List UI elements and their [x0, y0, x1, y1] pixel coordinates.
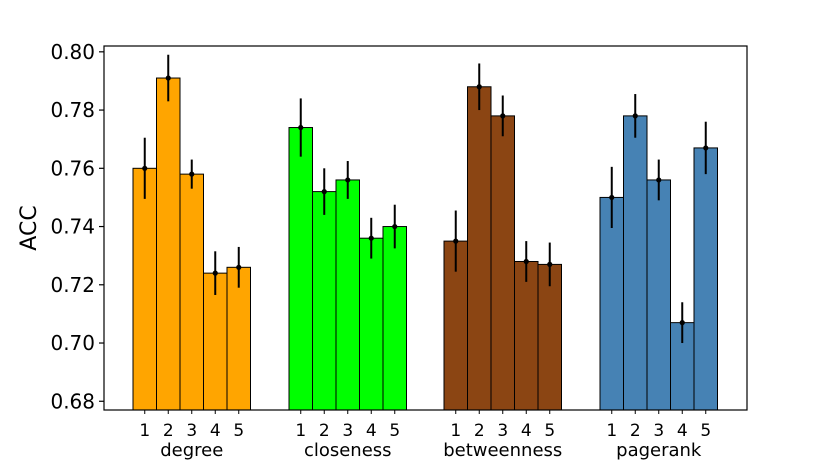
- x-tick-label: 2: [630, 421, 641, 441]
- mean-point-betweenness-5: [547, 261, 553, 267]
- bar-closeness-2: [312, 191, 337, 411]
- mean-point-closeness-4: [368, 235, 374, 241]
- mean-point-degree-1: [142, 165, 148, 171]
- mean-point-degree-5: [236, 264, 242, 270]
- group-label-degree: degree: [160, 440, 223, 461]
- y-tick-label: 0.78: [50, 98, 95, 122]
- x-tick-label: 2: [319, 421, 330, 441]
- x-tick-label: 1: [295, 421, 306, 441]
- bar-group-betweenness: [443, 63, 562, 411]
- y-tick-label: 0.70: [50, 331, 95, 355]
- x-tick-label: 5: [544, 421, 555, 441]
- bar-closeness-4: [359, 237, 384, 411]
- mean-point-closeness-2: [321, 189, 327, 195]
- x-tick-label: 4: [210, 421, 221, 441]
- x-tick-label: 2: [474, 421, 485, 441]
- bar-closeness-3: [335, 179, 360, 411]
- mean-point-closeness-3: [345, 177, 351, 183]
- y-tick-label: 0.72: [50, 273, 95, 297]
- mean-point-degree-2: [165, 75, 171, 81]
- mean-point-pagerank-3: [656, 177, 662, 183]
- y-tick-label: 0.80: [50, 40, 95, 64]
- bar-degree-2: [156, 77, 181, 411]
- mean-point-degree-3: [189, 171, 195, 177]
- bar-pagerank-2: [623, 115, 648, 411]
- y-axis: 0.68 0.70 0.72 0.74 0.76 0.78 0.80: [50, 40, 104, 413]
- group-label-betweenness: betweenness: [443, 440, 562, 461]
- y-tick-label: 0.68: [50, 389, 95, 413]
- x-tick-label: 3: [497, 421, 508, 441]
- x-tick-label: 1: [450, 421, 461, 441]
- mean-point-degree-4: [212, 270, 218, 276]
- bar-betweenness-4: [514, 260, 539, 411]
- mean-point-betweenness-3: [500, 113, 506, 119]
- bar-betweenness-2: [467, 86, 492, 411]
- group-label-closeness: closeness: [304, 440, 392, 461]
- mean-point-pagerank-5: [703, 145, 709, 151]
- x-tick-label: 1: [606, 421, 617, 441]
- x-tick-label: 1: [139, 421, 150, 441]
- bar-closeness-5: [382, 226, 407, 411]
- bar-group-pagerank: [599, 94, 718, 411]
- bar-pagerank-3: [646, 179, 671, 411]
- bar-betweenness-3: [490, 115, 515, 411]
- bar-degree-1: [132, 167, 157, 411]
- x-tick-label: 2: [163, 421, 174, 441]
- group-label-pagerank: pagerank: [616, 440, 702, 461]
- mean-point-closeness-5: [392, 223, 398, 230]
- mean-point-pagerank-2: [632, 113, 638, 119]
- bar-pagerank-5: [693, 147, 718, 411]
- chart-marks: [132, 54, 718, 411]
- mean-point-closeness-1: [298, 124, 304, 131]
- mean-point-betweenness-1: [453, 238, 459, 244]
- bar-degree-3: [179, 173, 204, 411]
- y-tick-label: 0.74: [50, 215, 95, 239]
- x-tick-label: 3: [186, 421, 197, 441]
- mean-point-pagerank-4: [679, 320, 685, 326]
- y-tick-label: 0.76: [50, 156, 95, 180]
- x-tick-label: 4: [677, 421, 688, 441]
- bar-closeness-1: [288, 127, 313, 411]
- x-tick-label: 4: [366, 421, 377, 441]
- bar-pagerank-1: [599, 196, 624, 411]
- x-tick-label: 4: [521, 421, 532, 441]
- mean-point-betweenness-2: [476, 84, 482, 90]
- mean-point-betweenness-4: [523, 258, 529, 265]
- x-tick-label: 5: [233, 421, 244, 441]
- mean-point-pagerank-1: [609, 194, 615, 201]
- plot-frame: [103, 45, 748, 411]
- x-tick-label: 3: [653, 421, 664, 441]
- bar-group-closeness: [288, 98, 407, 411]
- x-tick-label: 5: [389, 421, 400, 441]
- x-tick-label: 3: [342, 421, 353, 441]
- x-tick-label: 5: [700, 421, 711, 441]
- y-axis-label: ACC: [17, 205, 42, 250]
- bar-degree-5: [226, 266, 251, 411]
- bar-group-degree: [132, 54, 251, 411]
